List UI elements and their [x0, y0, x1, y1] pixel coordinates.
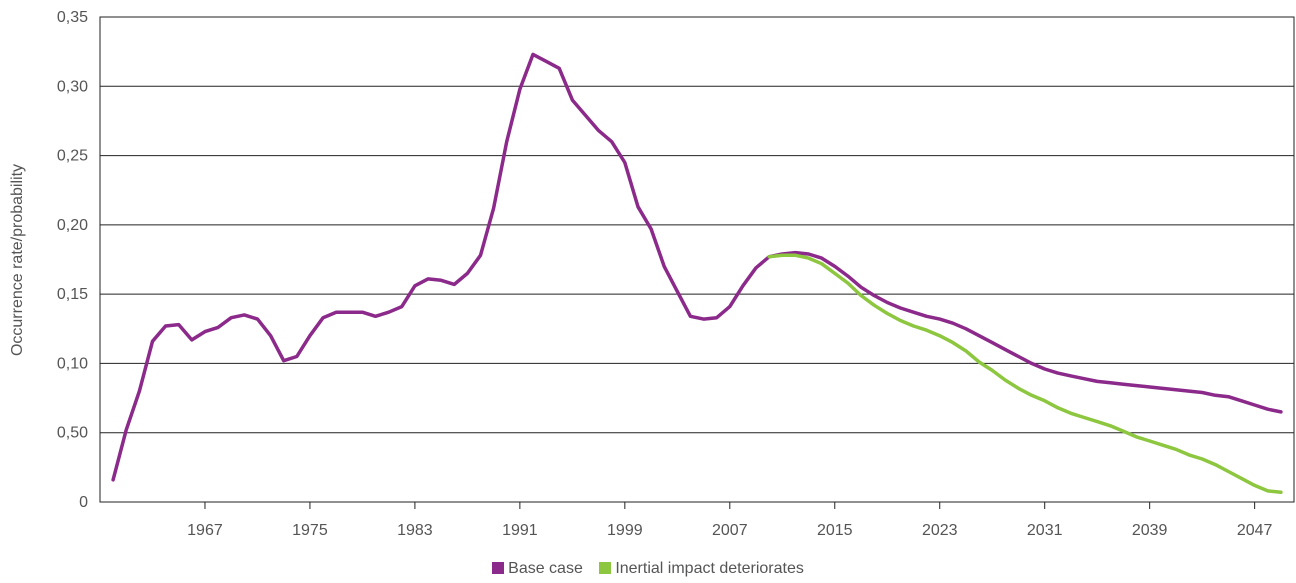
- y-axis-title: Occurrence rate/probability: [9, 164, 26, 356]
- y-tick-label: 0,35: [57, 9, 88, 26]
- legend-label-base-case: Base case: [508, 560, 583, 577]
- legend-item-base-case: Base case: [492, 560, 583, 578]
- x-tick-label: 2007: [712, 522, 748, 539]
- y-tick-label: 0,50: [57, 425, 88, 442]
- legend-swatch-base-case: [492, 562, 505, 574]
- y-tick-label: 0,25: [57, 148, 88, 165]
- legend: Base case Inertial impact deteriorates: [0, 560, 1296, 578]
- grid-lines: [99, 16, 1295, 503]
- y-tick-label: 0,10: [57, 355, 88, 372]
- legend-item-inertial-impact: Inertial impact deteriorates: [599, 560, 804, 578]
- series-lines: [111, 52, 1283, 495]
- y-tick-label: 0,20: [57, 217, 88, 234]
- x-tick-label: 1991: [502, 522, 538, 539]
- x-tick-label: 2039: [1132, 522, 1168, 539]
- plot-frame: [99, 16, 1295, 503]
- x-tick-label: 1983: [397, 522, 433, 539]
- x-tick-label: 2015: [817, 522, 853, 539]
- x-tick-label: 1999: [607, 522, 643, 539]
- y-tick-label: 0: [79, 494, 88, 511]
- x-tick-label: 1967: [187, 522, 223, 539]
- legend-swatch-inertial-impact: [599, 562, 612, 574]
- x-tick-label: 2031: [1027, 522, 1063, 539]
- x-axis-ticks: 1967 1975 1983 1991 1999 2007 2015 2023 2031 2039…: [187, 502, 1273, 539]
- line-chart: 00,500,100,150,200,250,300,35 1967 1975 19…: [9, 9, 1295, 539]
- y-tick-label: 0,15: [57, 286, 88, 303]
- x-tick-label: 2047: [1237, 522, 1273, 539]
- legend-label-inertial-impact: Inertial impact deteriorates: [615, 560, 804, 577]
- series-line-0: [111, 52, 1283, 482]
- series-line-1: [767, 253, 1283, 495]
- x-tick-label: 1975: [292, 522, 328, 539]
- y-tick-label: 0,30: [57, 78, 88, 95]
- y-axis-ticks: 0 0,50 0,10 0,15 0,20 0,25 0,30 0,35: [57, 9, 88, 511]
- x-tick-label: 2023: [922, 522, 958, 539]
